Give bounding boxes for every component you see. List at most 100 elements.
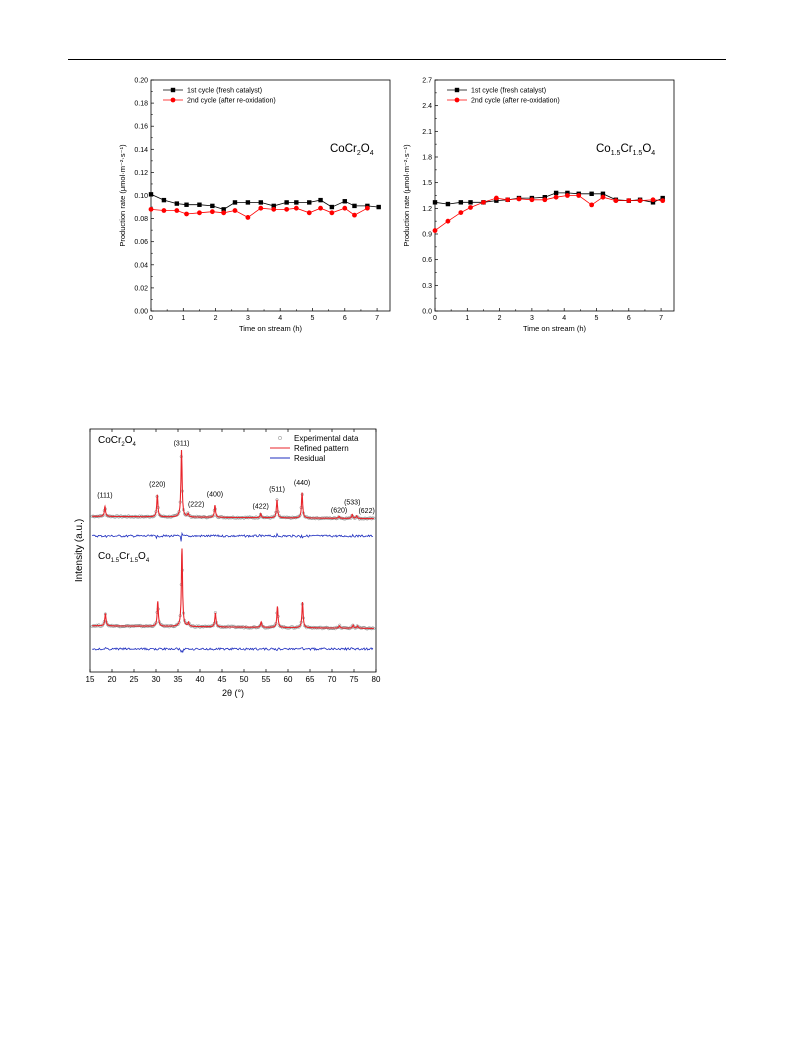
y-axis-label: Intensity (a.u.) [74,519,85,582]
data-point-circle [553,194,559,200]
x-tick-label: 4 [278,315,282,322]
data-point-circle [221,210,227,216]
x-tick-label: 1 [181,315,185,322]
x-tick-label: 2 [498,315,502,322]
y-tick-label: 0.18 [134,101,148,108]
x-tick-label: 45 [218,675,227,684]
experimental-point [229,624,233,628]
data-point-circle [161,208,167,213]
legend-label: 2nd cycle (after re-oxidation) [471,98,560,105]
y-axis-label: Production rate (μmol·m⁻²·s⁻¹) [118,144,127,247]
data-point-circle [565,193,570,198]
data-point-circle [626,198,632,204]
x-tick-label: 40 [196,675,205,684]
data-point-circle [148,206,154,212]
y-tick-label: 1.5 [422,180,432,187]
data-point-square [329,204,335,210]
legend-marker-square [170,87,176,93]
data-point-circle [184,211,189,217]
legend-label: Residual [294,454,325,463]
data-point-square [284,200,289,205]
data-point-circle [342,205,348,211]
chart-left-panel: 0.00 0.02 0.04 0.06 0.08 0.10 0.12 0.14 0.16 0.18… [110,66,402,342]
y-axis-label: Production rate (μmol·m⁻²·s⁻¹) [402,144,411,247]
experimental-point [101,622,105,626]
y-tick-label: 0.00 [134,309,148,316]
residual-line [91,531,374,542]
data-point-circle [650,197,656,203]
y-tick-label: 2.4 [422,103,432,110]
hkl-label: (311) [174,441,190,448]
hkl-label: (422) [253,504,269,511]
data-point-square [468,200,473,205]
x-tick-label: 3 [246,315,250,322]
hkl-label: (620) [331,508,347,515]
data-point-circle [529,197,535,203]
y-tick-label: 0.06 [134,239,148,246]
data-point-circle [352,212,357,218]
x-tick-label: 1 [465,315,469,322]
production-rate-chart-cocr2o4: 0.00 0.02 0.04 0.06 0.08 0.10 0.12 0.14 0.16 0.18… [118,78,391,333]
x-tick-label: 35 [174,675,183,684]
data-point-circle [364,205,370,211]
data-point-circle [458,210,464,216]
hkl-label: (511) [269,487,285,494]
data-point-square [600,191,606,196]
residual-line [91,646,374,654]
data-point-circle [432,228,438,233]
y-tick-label: 0.6 [422,257,432,264]
data-point-circle [284,206,290,212]
x-tick-label: 7 [375,315,379,322]
y-tick-label: 1.2 [422,206,432,213]
plot-frame [150,79,391,312]
x-tick-label: 15 [86,675,95,684]
hkl-label: (440) [294,480,310,487]
experimental-point [245,626,249,630]
legend-marker-circle [454,97,460,103]
data-point-square [565,190,570,196]
xrd-chart-panel: 15 20 25 30 35 40 45 50 55 60 65 70 75 80 2θ (°) Intens… [68,425,384,701]
x-axis-label: Time on stream (h) [239,324,303,333]
y-tick-label: 0.0 [422,309,432,316]
y-tick-label: 0.9 [422,232,432,239]
data-point-circle [481,199,486,205]
sample-label: Co1.5Cr1.5O4 [98,551,150,564]
data-point-circle [613,198,619,204]
x-tick-label: 80 [372,675,381,684]
data-point-square [161,197,167,203]
data-point-circle [271,206,277,212]
legend-label: 1st cycle (fresh catalyst) [471,88,546,95]
data-point-square [553,190,559,196]
y-tick-label: 0.3 [422,283,432,290]
y-tick-label: 0.16 [134,124,148,131]
legend-marker-circle [278,436,282,440]
data-point-circle [542,197,548,203]
y-tick-label: 2.7 [422,78,432,85]
x-tick-label: 2 [214,315,218,322]
x-tick-label: 4 [562,315,566,322]
data-point-square [494,198,499,203]
data-point-circle [293,205,299,211]
x-tick-label: 0 [433,315,437,322]
data-point-square [318,197,323,203]
x-tick-label: 70 [328,675,337,684]
data-point-square [271,203,276,209]
data-point-square [184,202,189,207]
data-point-square [294,200,299,205]
legend-marker-circle [170,97,176,103]
data-point-circle [258,205,264,211]
y-tick-label: 1.8 [422,155,432,162]
data-point-circle [516,196,522,202]
experimental-point [324,625,329,629]
data-point-circle [174,208,180,213]
y-tick-label: 0.08 [134,216,148,223]
experimental-point [264,626,268,630]
y-tick-label: 0.20 [134,78,148,85]
data-point-circle [318,205,323,211]
data-point-circle [468,205,473,210]
data-point-circle [589,202,595,208]
data-point-square [197,202,202,207]
hkl-label: (220) [149,481,165,488]
y-tick-label: 0.12 [134,170,148,177]
data-point-square [221,207,226,212]
